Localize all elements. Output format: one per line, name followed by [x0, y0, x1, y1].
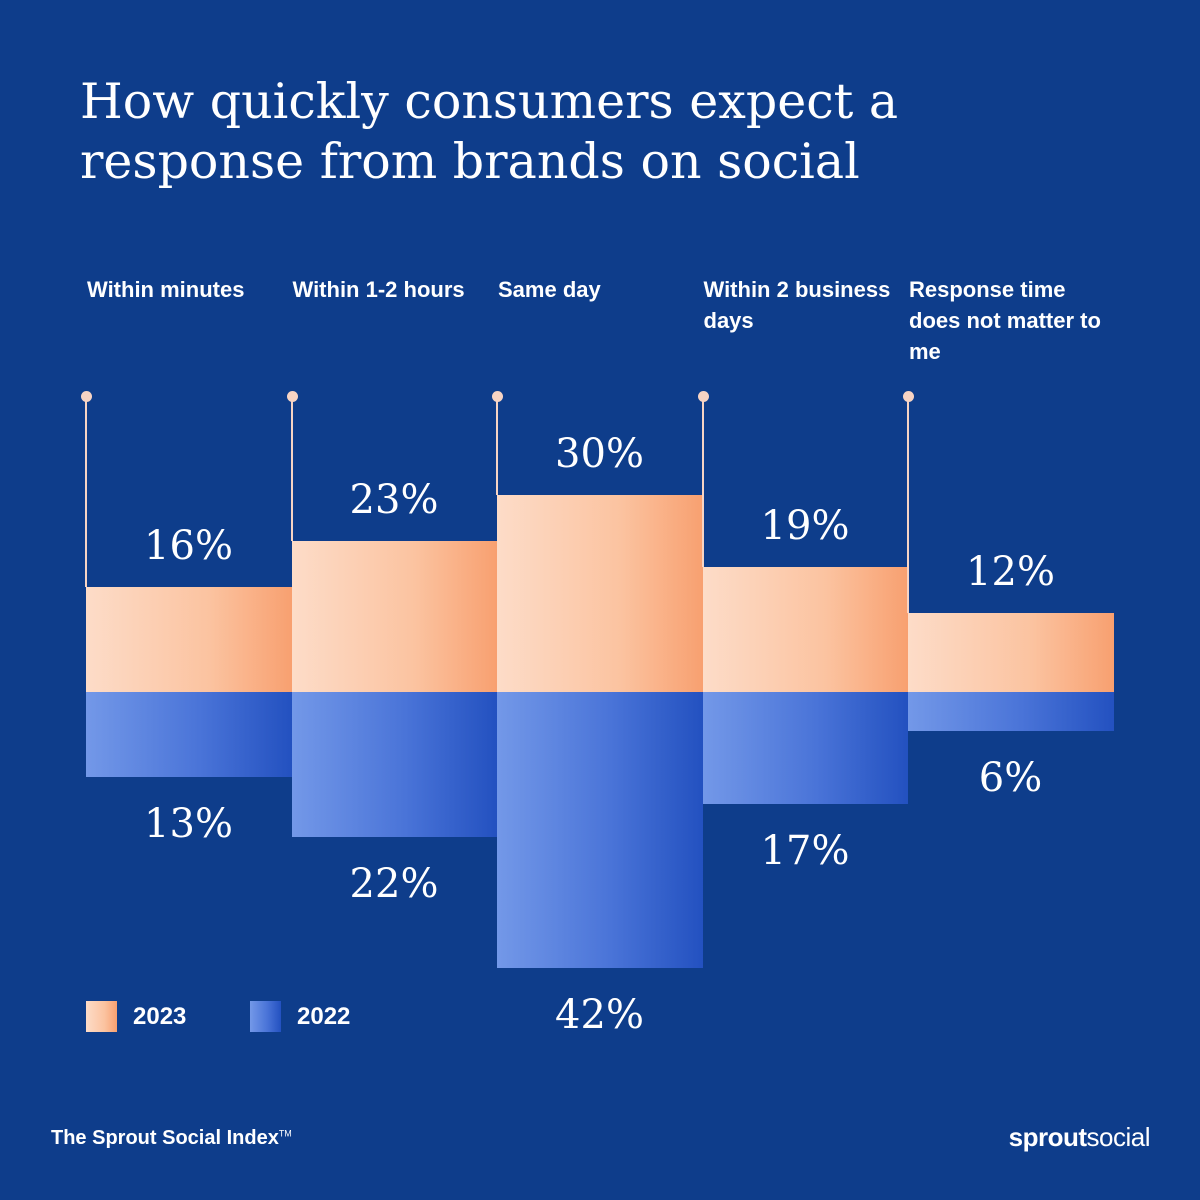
category-label: Within 2 business days: [703, 277, 891, 333]
category-label: Response time does not matter to me: [909, 277, 1101, 364]
stem-line: [496, 396, 498, 495]
bar-2023: [86, 586, 292, 692]
value-label-2023: 30%: [555, 430, 644, 477]
legend-item-2022: 2022: [250, 1001, 350, 1032]
bar-2022: [291, 692, 497, 837]
value-label-2022: 22%: [349, 860, 439, 907]
value-label-2023: 12%: [966, 549, 1055, 596]
sprout-social-logo: sproutsocial: [1008, 1122, 1151, 1153]
source-text: The Sprout Social Index: [51, 1127, 279, 1149]
legend-label-2022: 2022: [297, 1002, 351, 1030]
bar-2023: [702, 567, 908, 692]
chart-title: How quickly consumers expect a response …: [80, 73, 899, 190]
value-label-2023: 23%: [349, 476, 439, 523]
source-label: The Sprout Social IndexTM: [51, 1127, 292, 1150]
legend-item-2023: 2023: [86, 1001, 186, 1032]
category-label: Within minutes: [87, 277, 245, 302]
value-label-2022: 6%: [978, 755, 1043, 802]
bar-2022: [86, 692, 292, 778]
value-label-2023: 19%: [760, 503, 850, 550]
bar-2022: [702, 692, 908, 804]
category-label: Same day: [498, 277, 601, 302]
category-label: Within 1-2 hours: [292, 277, 465, 302]
legend-swatch-2022: [250, 1001, 281, 1032]
value-label-2022: 42%: [555, 991, 644, 1038]
bar-2023: [497, 494, 703, 692]
legend-swatch-2023: [86, 1001, 117, 1032]
stem-line: [85, 396, 87, 587]
bar-2023: [291, 540, 497, 692]
logo-light: social: [1086, 1122, 1151, 1152]
trademark: TM: [278, 1128, 292, 1139]
stem-line: [907, 396, 909, 614]
stem-line: [701, 396, 704, 568]
value-label-2022: 17%: [760, 827, 850, 874]
value-label-2022: 13%: [144, 801, 233, 848]
bar-2022: [908, 692, 1114, 732]
bar-2023: [908, 613, 1114, 692]
bar-2022: [497, 692, 703, 968]
logo-bold: sprout: [1008, 1122, 1087, 1152]
stem-line: [290, 396, 293, 541]
legend-label-2023: 2023: [133, 1002, 187, 1030]
value-label-2023: 16%: [144, 522, 233, 569]
